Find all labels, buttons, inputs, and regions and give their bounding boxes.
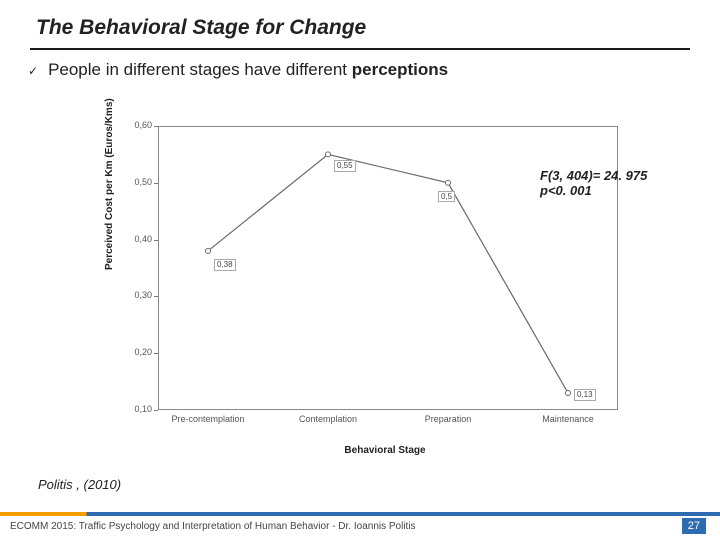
stat-p: p<0. 001 [540,183,647,198]
bullet-text: People in different stages have differen… [48,60,448,80]
citation: Politis , (2010) [38,477,121,492]
bullet-item: ✓ People in different stages have differ… [0,60,720,80]
series-line [208,154,568,393]
data-marker [206,248,211,253]
data-marker [566,390,571,395]
bullet-prefix: People in different stages have differen… [48,60,352,79]
bullet-bold: perceptions [352,60,448,79]
footer: ECOMM 2015: Traffic Psychology and Inter… [0,512,720,540]
value-label: 0,38 [214,259,236,271]
footer-text: ECOMM 2015: Traffic Psychology and Inter… [10,521,416,532]
footer-accent [0,512,720,516]
value-label: 0,5 [438,191,455,203]
x-axis-label: Behavioral Stage [344,445,425,456]
data-marker [326,152,331,157]
value-label: 0,13 [574,389,596,401]
slide-title: The Behavioral Stage for Change [0,0,720,48]
plot-svg [110,120,628,420]
stat-f: F(3, 404)= 24. 975 [540,168,647,183]
data-marker [446,180,451,185]
stat-text: F(3, 404)= 24. 975 p<0. 001 [540,168,647,198]
value-label: 0,55 [334,160,356,172]
check-icon: ✓ [28,64,38,78]
page-number: 27 [682,518,706,534]
title-rule [30,48,690,50]
